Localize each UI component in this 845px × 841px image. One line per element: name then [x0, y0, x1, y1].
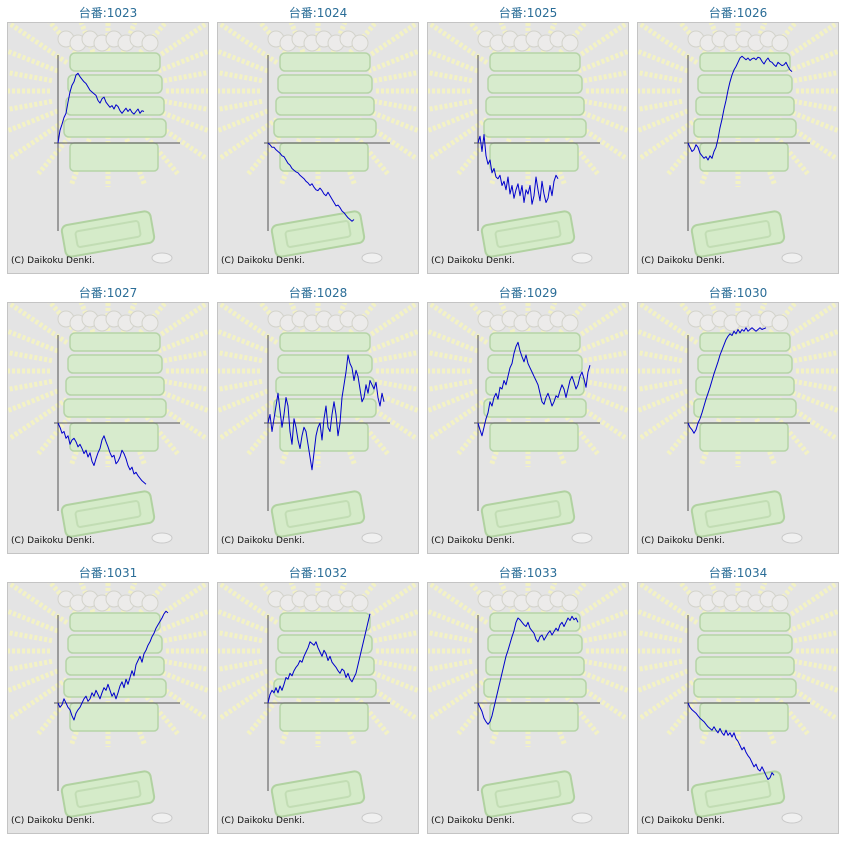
background-artwork — [638, 303, 838, 544]
copyright-text: (C) Daikoku Denki. — [431, 536, 515, 546]
chart-panel: (C) Daikoku Denki. — [217, 302, 419, 554]
machine-number-title[interactable]: 台番:1034 — [708, 566, 768, 580]
machine-card[interactable]: 台番:1032 (C) Daikoku Denki. — [217, 560, 419, 834]
copyright-text: (C) Daikoku Denki. — [11, 536, 95, 546]
slump-line — [687, 55, 793, 161]
machine-number-title[interactable]: 台番:1024 — [288, 6, 348, 20]
slump-graph — [218, 583, 418, 824]
machine-number-title[interactable]: 台番:1027 — [78, 286, 138, 300]
copyright-text: (C) Daikoku Denki. — [431, 256, 515, 266]
background-artwork — [8, 303, 208, 544]
machine-number-title[interactable]: 台番:1031 — [78, 566, 138, 580]
machine-card[interactable]: 台番:1027 (C) Daikoku Denki. — [7, 280, 209, 554]
slump-line — [267, 613, 371, 704]
slump-graph — [638, 583, 838, 824]
machine-number-title[interactable]: 台番:1028 — [288, 286, 348, 300]
machine-card[interactable]: 台番:1033 (C) Daikoku Denki. — [427, 560, 629, 834]
slump-graph — [8, 23, 208, 264]
copyright-text: (C) Daikoku Denki. — [221, 816, 305, 826]
machine-number-title[interactable]: 台番:1023 — [78, 6, 138, 20]
slump-line — [477, 341, 591, 437]
machine-card[interactable]: 台番:1034 (C) Daikoku Denki. — [637, 560, 839, 834]
chart-panel: (C) Daikoku Denki. — [637, 582, 839, 834]
chart-panel: (C) Daikoku Denki. — [7, 582, 209, 834]
copyright-text: (C) Daikoku Denki. — [221, 256, 305, 266]
slump-line — [477, 615, 579, 725]
slump-line — [57, 72, 145, 144]
chart-panel: (C) Daikoku Denki. — [7, 302, 209, 554]
machine-number-title[interactable]: 台番:1030 — [708, 286, 768, 300]
copyright-text: (C) Daikoku Denki. — [221, 536, 305, 546]
background-artwork — [638, 23, 838, 264]
chart-panel: (C) Daikoku Denki. — [427, 22, 629, 274]
background-artwork — [638, 583, 838, 824]
chart-panel: (C) Daikoku Denki. — [217, 22, 419, 274]
machine-number-title[interactable]: 台番:1026 — [708, 6, 768, 20]
slump-graph — [638, 23, 838, 264]
machine-number-title[interactable]: 台番:1032 — [288, 566, 348, 580]
background-artwork — [428, 303, 628, 544]
machine-card[interactable]: 台番:1030 (C) Daikoku Denki. — [637, 280, 839, 554]
slump-line — [57, 422, 147, 485]
background-artwork — [428, 23, 628, 264]
chart-panel: (C) Daikoku Denki. — [637, 22, 839, 274]
machine-card[interactable]: 台番:1024 (C) Daikoku Denki. — [217, 0, 419, 274]
machine-card[interactable]: 台番:1028 (C) Daikoku Denki. — [217, 280, 419, 554]
slump-graph — [428, 583, 628, 824]
machine-card[interactable]: 台番:1025 (C) Daikoku Denki. — [427, 0, 629, 274]
copyright-text: (C) Daikoku Denki. — [11, 256, 95, 266]
machine-card[interactable]: 台番:1026 (C) Daikoku Denki. — [637, 0, 839, 274]
slump-graph — [428, 303, 628, 544]
machine-card[interactable]: 台番:1029 (C) Daikoku Denki. — [427, 280, 629, 554]
slump-line — [687, 702, 775, 780]
copyright-text: (C) Daikoku Denki. — [11, 816, 95, 826]
slump-graph — [8, 303, 208, 544]
machine-number-title[interactable]: 台番:1025 — [498, 6, 558, 20]
machine-card[interactable]: 台番:1031 (C) Daikoku Denki. — [7, 560, 209, 834]
chart-panel: (C) Daikoku Denki. — [427, 582, 629, 834]
chart-panel: (C) Daikoku Denki. — [637, 302, 839, 554]
machine-number-title[interactable]: 台番:1033 — [498, 566, 558, 580]
copyright-text: (C) Daikoku Denki. — [641, 536, 725, 546]
slump-graph — [218, 23, 418, 264]
background-artwork — [428, 583, 628, 824]
chart-panel: (C) Daikoku Denki. — [427, 302, 629, 554]
slump-line — [267, 354, 385, 471]
slump-line — [477, 134, 559, 205]
chart-panel: (C) Daikoku Denki. — [217, 582, 419, 834]
slump-line — [267, 142, 355, 222]
chart-panel: (C) Daikoku Denki. — [7, 22, 209, 274]
copyright-text: (C) Daikoku Denki. — [641, 816, 725, 826]
slump-graph — [428, 23, 628, 264]
background-artwork — [218, 583, 418, 824]
copyright-text: (C) Daikoku Denki. — [431, 816, 515, 826]
machine-card[interactable]: 台番:1023 (C) Daikoku Denki. — [7, 0, 209, 274]
slump-graph — [638, 303, 838, 544]
background-artwork — [218, 303, 418, 544]
machine-number-title[interactable]: 台番:1029 — [498, 286, 558, 300]
slump-line — [687, 327, 767, 434]
slump-graph — [218, 303, 418, 544]
slump-line — [57, 610, 169, 721]
background-artwork — [8, 23, 208, 264]
slump-graph — [8, 583, 208, 824]
copyright-text: (C) Daikoku Denki. — [641, 256, 725, 266]
background-artwork — [8, 583, 208, 824]
background-artwork — [218, 23, 418, 264]
